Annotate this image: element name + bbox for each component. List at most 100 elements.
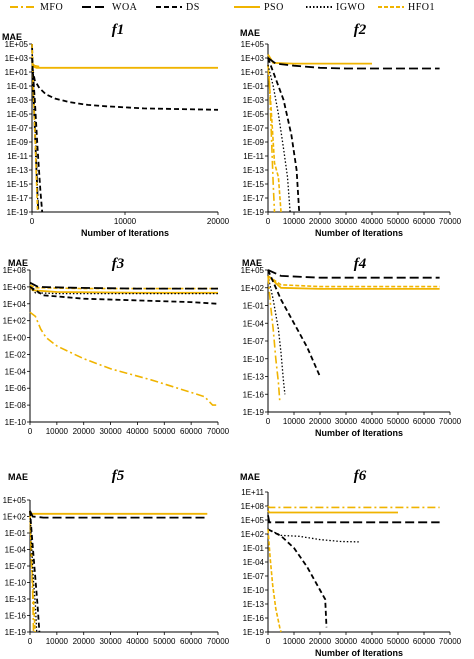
y-tick-label: 1E-19 (5, 628, 27, 637)
y-tick-label: 1E-07 (5, 562, 27, 571)
legend-label: PSO (264, 2, 284, 13)
y-tick-label: 1E-09 (7, 138, 29, 147)
series-line-woa (267, 57, 440, 70)
legend-label: WOA (112, 2, 138, 13)
series-line-pso (267, 275, 440, 290)
chart-title: f2 (354, 22, 367, 38)
x-tick-label: 30000 (335, 217, 358, 226)
chart-panel-f1: 1E+05 1E+03 1E+01 1E-01 1E-03 1E-05 1E-07 1E-09… (2, 22, 230, 238)
y-tick-label: 1E-13 (243, 600, 265, 609)
y-tick-label: 1E-07 (243, 337, 265, 346)
x-tick-label: 30000 (335, 637, 358, 646)
chart-title: f3 (112, 256, 125, 272)
y-tick-label: 1E-11 (243, 152, 264, 161)
chart-legend: MFO WOA DS PSO IGWO HFO1 (0, 0, 474, 16)
series-line-pso (267, 510, 398, 514)
legend-label: HFO1 (408, 2, 436, 13)
x-tick-label: 20000 (309, 217, 332, 226)
y-axis-label: MAE (240, 28, 260, 38)
legend-label: DS (186, 2, 200, 13)
series-line-igwo (267, 275, 286, 395)
x-axis-label: Number of Iterations (315, 228, 403, 238)
x-axis-label: Number of Iterations (315, 648, 403, 658)
series-line-ds (267, 528, 328, 628)
legend-item-pso: PSO (234, 0, 306, 16)
x-tick-label: 0 (30, 217, 35, 226)
y-tick-label: 1E+05 (241, 516, 265, 525)
y-tick-label: 1E+05 (5, 40, 29, 49)
y-tick-label: 1E-01 (243, 82, 265, 91)
x-tick-label: 0 (28, 427, 33, 436)
series-line-hfo1 (29, 510, 36, 633)
series-line-pso (267, 54, 372, 65)
x-tick-label: 0 (28, 637, 33, 646)
x-tick-label: 40000 (126, 637, 149, 646)
series-line-mfo (267, 64, 276, 213)
x-tick-label: 20000 (309, 417, 332, 426)
y-tick-label: 1E-13 (7, 166, 29, 175)
y-tick-label: 1E-08 (5, 401, 27, 410)
series-line-ds (31, 68, 219, 111)
x-tick-label: 10000 (283, 217, 306, 226)
x-tick-label: 70000 (439, 417, 462, 426)
series-line-igwo (267, 64, 291, 213)
series-line-igwo (29, 510, 38, 633)
y-tick-label: 1E-15 (7, 180, 29, 189)
y-tick-label: 1E+05 (241, 40, 265, 49)
y-tick-label: 1E-03 (7, 96, 29, 105)
x-tick-label: 30000 (335, 417, 358, 426)
legend-item-mfo: MFO (10, 0, 82, 16)
x-tick-label: 10000 (114, 217, 137, 226)
y-tick-label: 1E+08 (3, 266, 27, 275)
y-tick-label: 1E-05 (243, 110, 265, 119)
y-tick-label: 1E+01 (241, 68, 265, 77)
legend-item-igwo: IGWO (306, 0, 378, 16)
y-tick-label: 1E-10 (5, 579, 27, 588)
x-tick-label: 20000 (73, 427, 96, 436)
legend-swatch-woa (82, 6, 108, 8)
y-tick-label: 1E-06 (5, 384, 27, 393)
y-tick-label: 1E+03 (5, 54, 29, 63)
x-tick-label: 50000 (153, 427, 176, 436)
x-tick-label: 50000 (387, 637, 410, 646)
series-line-woa (267, 269, 440, 279)
y-axis-label: MAE (8, 472, 28, 482)
y-tick-label: 1E+02 (241, 530, 265, 539)
x-tick-label: 50000 (387, 217, 410, 226)
x-tick-label: 20000 (73, 637, 96, 646)
x-tick-label: 20000 (207, 217, 230, 226)
legend-swatch-hfo1 (378, 6, 404, 8)
y-tick-label: 1E-04 (5, 546, 27, 555)
series-line-ds2 (31, 57, 44, 213)
x-tick-label: 30000 (99, 427, 122, 436)
x-tick-label: 10000 (46, 427, 69, 436)
series-line-ds (29, 510, 41, 633)
x-tick-label: 10000 (46, 637, 69, 646)
legend-item-hfo1: HFO1 (378, 0, 450, 16)
x-tick-label: 0 (266, 637, 271, 646)
x-axis-label: Number of Iterations (315, 428, 403, 438)
series-line-woa (29, 510, 208, 519)
y-tick-label: 1E+00 (3, 334, 27, 343)
y-tick-label: 1E-16 (243, 390, 265, 399)
x-tick-label: 30000 (99, 637, 122, 646)
x-tick-label: 20000 (309, 637, 332, 646)
x-tick-label: 70000 (439, 637, 462, 646)
y-axis-label: MAE (240, 472, 260, 482)
y-tick-label: 1E-13 (243, 166, 265, 175)
series-line-pso (29, 510, 208, 515)
y-tick-label: 1E-02 (5, 350, 27, 359)
series-line-pso (29, 286, 218, 294)
y-tick-label: 1E-03 (243, 96, 265, 105)
y-tick-label: 1E+05 (3, 496, 27, 505)
y-tick-label: 1E-07 (243, 124, 265, 133)
series-line-pso (31, 61, 218, 69)
y-tick-label: 1E+03 (241, 54, 265, 63)
y-tick-label: 1E-07 (7, 124, 29, 133)
x-tick-label: 10000 (283, 637, 306, 646)
y-tick-label: 1E-13 (5, 595, 27, 604)
legend-label: IGWO (336, 2, 366, 13)
chart-panel-f5: 1E+05 1E+02 1E-01 1E-04 1E-07 1E-10 1E-13 1E-16… (3, 468, 230, 646)
series-line-igwo (29, 286, 218, 295)
series-line-ds (267, 269, 321, 377)
